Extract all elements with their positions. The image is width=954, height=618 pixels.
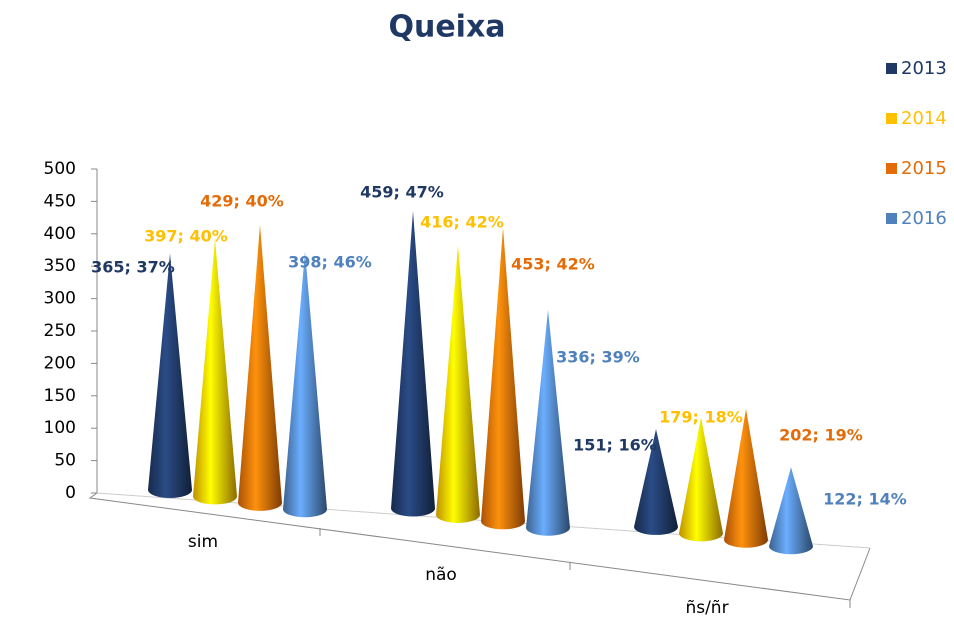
value-label: 336; 39% <box>556 348 640 367</box>
y-tick-label: 400 <box>44 224 76 244</box>
cone <box>679 417 723 542</box>
y-tick-label: 100 <box>44 418 76 438</box>
y-tick-label: 500 <box>44 159 76 179</box>
value-label: 397; 40% <box>144 227 228 246</box>
value-label: 179; 18% <box>659 408 743 427</box>
y-tick-label: 50 <box>54 451 76 471</box>
legend-swatch <box>886 163 897 174</box>
legend-swatch <box>886 213 897 224</box>
cone <box>148 253 192 498</box>
cone <box>238 224 282 511</box>
y-tick-label: 0 <box>65 483 76 503</box>
legend-label: 2013 <box>901 58 947 79</box>
cone <box>526 310 570 536</box>
value-label: 429; 40% <box>200 192 284 211</box>
cone <box>724 408 768 548</box>
y-tick-label: 300 <box>44 289 76 309</box>
legend-label: 2014 <box>901 108 947 129</box>
cone <box>769 467 813 555</box>
y-tick-label: 150 <box>44 386 76 406</box>
floor-edge <box>88 492 871 601</box>
cone <box>193 239 238 505</box>
cone <box>481 227 525 530</box>
value-label: 453; 42% <box>511 255 595 274</box>
value-label: 398; 46% <box>288 253 372 272</box>
cone <box>283 251 327 518</box>
x-tick-label: não <box>425 565 457 585</box>
y-tick-label: 250 <box>44 321 76 341</box>
legend-swatch <box>886 113 897 124</box>
x-tick-label: ñs/ñr <box>685 598 728 618</box>
x-tick-label: sim <box>188 532 218 552</box>
value-label: 151; 16% <box>573 436 657 455</box>
y-tick-label: 450 <box>44 191 76 211</box>
value-label: 365; 37% <box>91 258 175 277</box>
legend-label: 2015 <box>901 158 947 179</box>
y-tick-label: 200 <box>44 353 76 373</box>
cone <box>391 211 435 517</box>
chart-title: Queixa <box>388 10 505 45</box>
value-label: 416; 42% <box>420 213 504 232</box>
value-label: 202; 19% <box>779 426 863 445</box>
cone <box>436 245 480 523</box>
cone <box>634 429 678 535</box>
value-label: 122; 14% <box>823 490 907 509</box>
legend-swatch <box>886 63 897 74</box>
legend-label: 2016 <box>901 208 947 229</box>
value-label: 459; 47% <box>360 183 444 202</box>
y-tick-label: 350 <box>44 256 76 276</box>
